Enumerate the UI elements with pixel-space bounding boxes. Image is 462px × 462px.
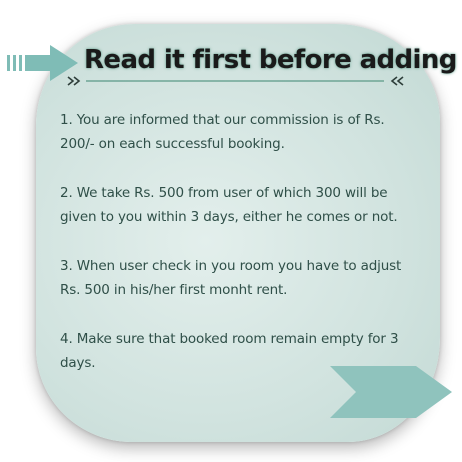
- right-arrow-icon: [330, 366, 452, 418]
- rule-3: 3. When user check in you room you have …: [60, 258, 402, 298]
- page-title: Read it first before adding: [84, 45, 457, 75]
- rule-1: 1. You are informed that our commission …: [60, 112, 385, 152]
- rule-4: 4. Make sure that booked room remain emp…: [60, 331, 399, 371]
- rule-2: 2. We take Rs. 500 from user of which 30…: [60, 185, 398, 225]
- rules-list: 1. You are informed that our commission …: [60, 108, 410, 400]
- right-arrow-icon: [7, 45, 78, 81]
- chevron-underline-icon: [67, 76, 404, 86]
